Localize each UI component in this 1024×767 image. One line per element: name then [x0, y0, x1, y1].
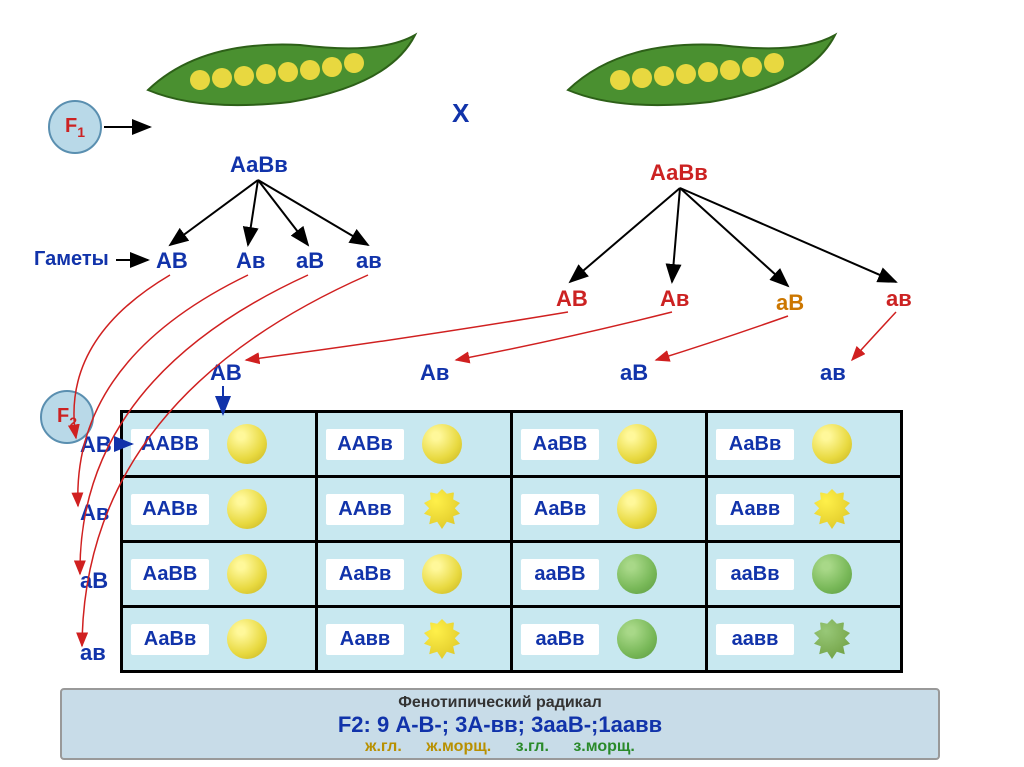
table-cell: АаВВ [512, 412, 707, 477]
pea-icon [422, 554, 462, 594]
table-cell: ааВВ [512, 542, 707, 607]
gamete-left-2: аВ [296, 248, 324, 274]
pea-icon [812, 489, 852, 529]
pheno-1: ж.морщ. [426, 738, 491, 755]
pea-icon [422, 489, 462, 529]
table-cell: ААвв [317, 477, 512, 542]
genotype: АаВВ [521, 429, 599, 460]
f2-label: F2 [57, 405, 77, 430]
genotype: АаВв [716, 429, 794, 460]
gametes-label: Гаметы [34, 248, 109, 271]
pea-icon [227, 619, 267, 659]
row-header-2: аВ [80, 568, 108, 594]
pea-icon [617, 489, 657, 529]
row-header-1: Ав [80, 500, 109, 526]
table-cell: ААВВ [122, 412, 317, 477]
table-cell: Аавв [707, 477, 902, 542]
pea-icon [617, 619, 657, 659]
genotype: АаВВ [131, 559, 209, 590]
cross-symbol: X [452, 98, 469, 129]
gamete-right-2: аВ [776, 290, 804, 316]
summary-phenotypes: ж.гл. ж.морщ. з.гл. з.морщ. [62, 738, 938, 756]
table-cell: ААВв [317, 412, 512, 477]
genotype: АаВв [521, 494, 599, 525]
gamete-left-0: АВ [156, 248, 188, 274]
pea-icon [422, 619, 462, 659]
gamete-left-3: ав [356, 248, 382, 274]
table-cell: АаВВ [122, 542, 317, 607]
summary-ratio: F2: 9 А-В-; 3А-вв; 3ааВ-;1аавв [62, 712, 938, 738]
pea-icon [227, 554, 267, 594]
col-header-2: аВ [620, 360, 648, 386]
pheno-3: з.морщ. [573, 738, 635, 755]
genotype: ААВв [131, 494, 209, 525]
pea-icon [617, 424, 657, 464]
summary-title: Фенотипический радикал [62, 694, 938, 712]
parent-right-genotype: АаВв [650, 160, 708, 186]
table-cell: ааВв [512, 607, 707, 672]
gamete-right-1: Ав [660, 286, 689, 312]
pheno-2: з.гл. [516, 738, 549, 755]
pea-icon [812, 424, 852, 464]
genotype: ААВв [326, 429, 404, 460]
col-header-3: ав [820, 360, 846, 386]
generation-f1-badge: F1 [48, 100, 102, 154]
genotype: АаВв [131, 624, 209, 655]
row-header-0: АВ [80, 432, 112, 458]
table-cell: аавв [707, 607, 902, 672]
table-cell: АаВв [512, 477, 707, 542]
table-cell: ааВв [707, 542, 902, 607]
table-cell: АаВв [122, 607, 317, 672]
gamete-right-0: АВ [556, 286, 588, 312]
table-cell: ААВв [122, 477, 317, 542]
parent-left-genotype: АаВв [230, 152, 288, 178]
row-header-3: ав [80, 640, 106, 666]
genotype: ааВВ [521, 559, 599, 590]
pea-icon [617, 554, 657, 594]
punnett-square: ААВВ ААВв АаВВ АаВв ААВв ААвв АаВв Аавв … [120, 410, 903, 673]
col-header-1: Ав [420, 360, 449, 386]
genotype: ааВв [716, 559, 794, 590]
col-header-0: АВ [210, 360, 242, 386]
genotype: ааВв [521, 624, 599, 655]
genotype: Аавв [716, 494, 794, 525]
gamete-left-1: Ав [236, 248, 265, 274]
pheno-0: ж.гл. [365, 738, 402, 755]
genotype: ААвв [326, 494, 404, 525]
table-cell: АаВв [707, 412, 902, 477]
pea-icon [422, 424, 462, 464]
pea-icon [227, 489, 267, 529]
genotype: АаВв [326, 559, 404, 590]
pea-icon [812, 554, 852, 594]
f1-label: F1 [65, 115, 85, 140]
pea-pod-left [140, 30, 420, 120]
pea-icon [227, 424, 267, 464]
summary-box: Фенотипический радикал F2: 9 А-В-; 3А-вв… [60, 688, 940, 760]
table-cell: Аавв [317, 607, 512, 672]
genotype: ААВВ [131, 429, 209, 460]
genotype: Аавв [326, 624, 404, 655]
table-cell: АаВв [317, 542, 512, 607]
pea-icon [812, 619, 852, 659]
gamete-right-3: ав [886, 286, 912, 312]
genotype: аавв [716, 624, 794, 655]
pea-pod-right [560, 30, 840, 120]
